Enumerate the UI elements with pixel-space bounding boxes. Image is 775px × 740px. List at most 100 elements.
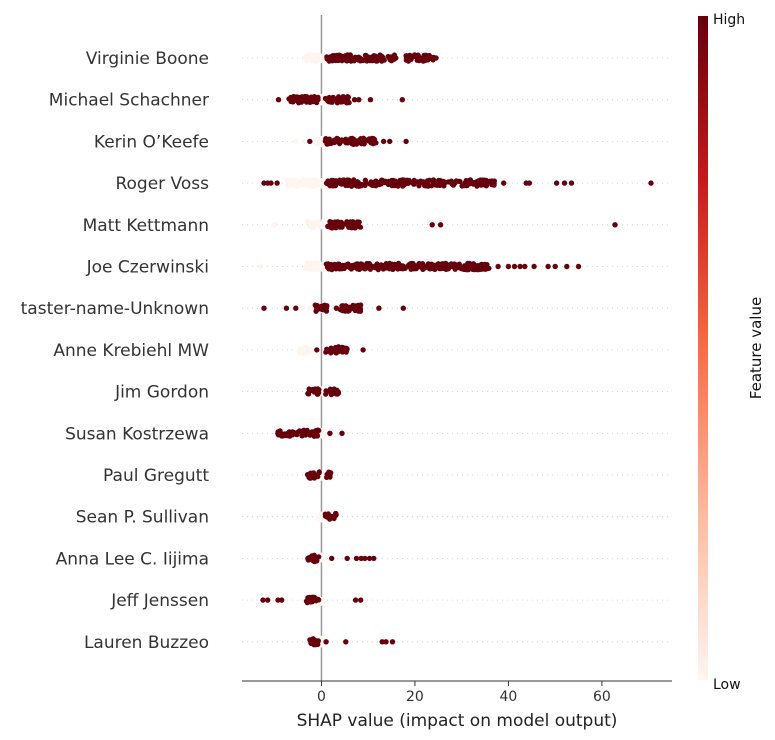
high-value-point xyxy=(299,96,305,102)
high-value-point xyxy=(352,597,359,603)
low-value-point xyxy=(303,350,309,356)
high-value-point xyxy=(309,429,315,435)
high-value-point xyxy=(399,97,405,103)
high-value-point xyxy=(383,639,389,645)
high-value-point xyxy=(315,427,321,433)
high-value-point xyxy=(389,639,396,645)
high-value-point xyxy=(511,263,518,270)
high-value-point xyxy=(362,555,368,562)
high-value-point xyxy=(340,303,346,309)
low-value-point xyxy=(316,515,322,522)
low-value-point xyxy=(302,345,308,351)
high-value-point xyxy=(340,177,346,183)
high-value-point xyxy=(261,305,267,311)
high-value-point xyxy=(385,262,391,268)
high-value-point xyxy=(505,263,512,270)
feature-row xyxy=(304,469,334,481)
feature-label: Jeff Jenssen xyxy=(110,591,209,611)
high-value-point xyxy=(305,97,311,103)
colorbar-low-label: Low xyxy=(713,677,741,693)
high-value-point xyxy=(327,54,334,60)
high-value-point xyxy=(346,178,353,184)
high-value-point xyxy=(358,555,364,562)
high-value-point xyxy=(427,55,434,61)
high-value-point xyxy=(345,53,352,59)
high-value-point xyxy=(375,266,381,272)
feature-labels: Virginie Boone Michael Schachner Kerin O’K… xyxy=(21,49,210,653)
high-value-point xyxy=(483,183,489,189)
feature-row xyxy=(260,594,364,607)
high-value-point xyxy=(322,95,328,102)
high-value-point xyxy=(376,180,382,187)
high-value-point xyxy=(422,54,428,61)
high-value-point xyxy=(274,180,280,186)
high-value-point xyxy=(361,141,367,147)
high-value-point xyxy=(338,98,344,105)
high-value-point xyxy=(418,178,424,184)
low-value-point xyxy=(309,58,315,64)
high-value-point xyxy=(314,433,320,439)
high-value-point xyxy=(484,266,490,272)
feature-row xyxy=(272,218,618,231)
high-value-point xyxy=(379,263,385,269)
high-value-point xyxy=(338,139,344,145)
high-value-point xyxy=(275,597,281,603)
high-value-point xyxy=(333,388,339,395)
high-value-point xyxy=(522,263,528,270)
high-value-point xyxy=(441,265,447,271)
high-value-point xyxy=(391,52,398,58)
high-value-point xyxy=(307,138,313,145)
high-value-point xyxy=(648,180,654,186)
high-value-point xyxy=(531,263,537,270)
high-value-point xyxy=(553,180,560,186)
low-value-point xyxy=(286,183,292,189)
high-value-point xyxy=(293,305,299,311)
high-value-point xyxy=(313,308,319,314)
low-value-point xyxy=(320,183,326,189)
high-value-point xyxy=(323,136,329,142)
high-value-point xyxy=(333,178,339,184)
feature-row xyxy=(305,552,377,565)
high-value-point xyxy=(364,262,370,268)
low-value-point xyxy=(314,266,320,273)
high-value-point xyxy=(437,222,444,228)
shap-points xyxy=(258,51,654,648)
high-value-point xyxy=(419,264,426,270)
high-value-point xyxy=(405,180,411,186)
x-tick-label: 60 xyxy=(593,689,611,705)
high-value-point xyxy=(403,55,410,61)
high-value-point xyxy=(335,219,341,225)
high-value-point xyxy=(545,263,551,270)
low-value-point xyxy=(272,222,278,228)
feature-row xyxy=(261,302,406,314)
high-value-point xyxy=(358,56,364,62)
feature-row xyxy=(261,177,654,189)
high-value-point xyxy=(325,178,331,184)
feature-row xyxy=(275,93,405,106)
high-value-point xyxy=(477,181,483,187)
feature-label: Anne Krebiehl MW xyxy=(53,341,209,361)
high-value-point xyxy=(343,639,349,645)
high-value-point xyxy=(305,391,311,397)
high-value-point xyxy=(356,183,362,189)
high-value-point xyxy=(364,55,370,61)
high-value-point xyxy=(389,183,395,189)
feature-label: Roger Voss xyxy=(115,174,209,194)
high-value-point xyxy=(352,54,358,60)
low-value-point xyxy=(305,181,311,187)
feature-row xyxy=(305,386,342,398)
high-value-point xyxy=(561,180,568,186)
low-value-point xyxy=(314,51,320,58)
high-value-point xyxy=(351,97,358,103)
high-value-point xyxy=(297,428,303,434)
high-value-point xyxy=(288,94,294,100)
high-value-point xyxy=(371,555,377,562)
colorbar-gradient xyxy=(698,16,708,680)
high-value-point xyxy=(377,54,384,61)
high-value-point xyxy=(432,182,438,188)
low-value-point xyxy=(320,221,326,227)
high-value-point xyxy=(380,138,387,145)
high-value-point xyxy=(470,181,477,187)
low-value-point xyxy=(306,265,312,271)
high-value-point xyxy=(437,182,443,188)
